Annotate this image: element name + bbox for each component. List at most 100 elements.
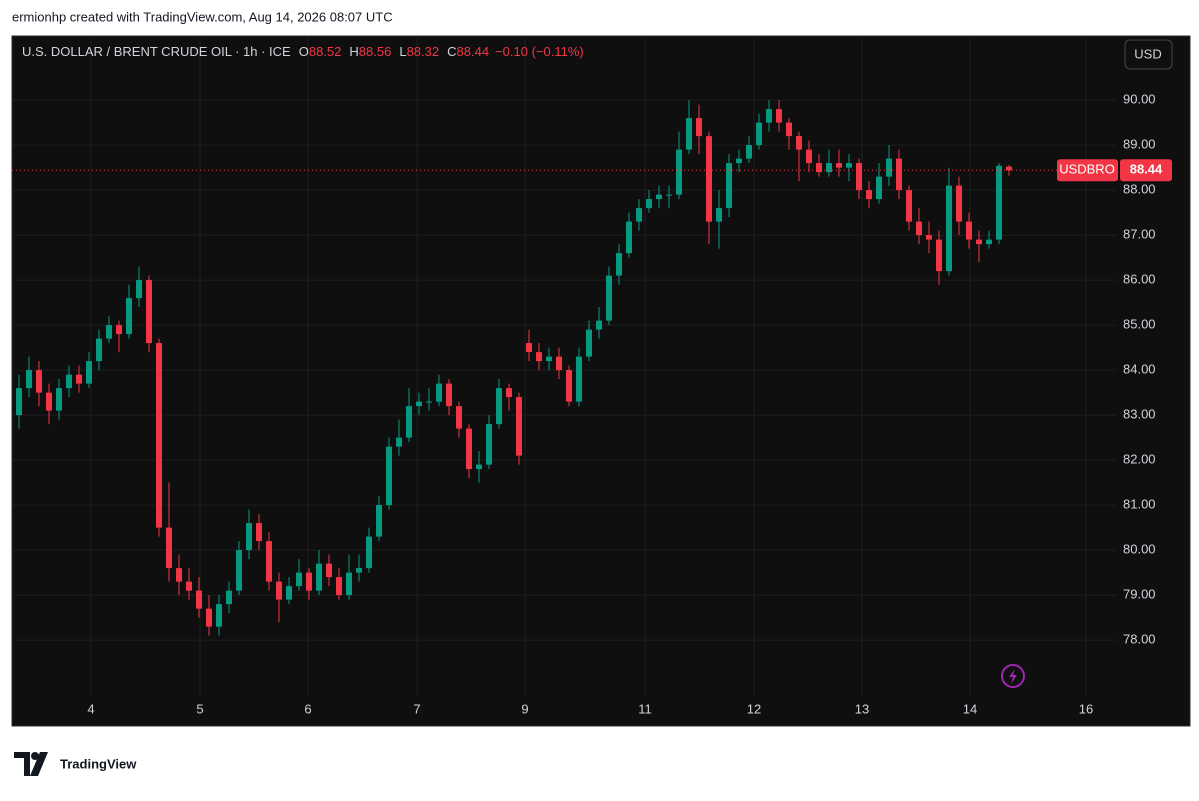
- candle-body: [196, 590, 202, 609]
- candle-body: [116, 325, 122, 335]
- candle-body: [206, 608, 212, 627]
- y-tick-label: 89.00: [1123, 137, 1156, 152]
- candle-body: [216, 604, 222, 627]
- candle-body: [906, 190, 912, 222]
- candle-body: [406, 406, 412, 438]
- y-tick-label: 85.00: [1123, 317, 1156, 332]
- candle-body: [26, 370, 32, 389]
- candle-body: [296, 572, 302, 587]
- candle-body: [456, 406, 462, 429]
- candle-body: [376, 505, 382, 537]
- candle-body: [46, 392, 52, 411]
- candle-body: [416, 401, 422, 407]
- currency-button[interactable]: [1124, 39, 1173, 70]
- candle-body: [766, 109, 772, 123]
- candle-body: [86, 361, 92, 384]
- ohlc-value: 88.52: [309, 44, 342, 59]
- ohlc-value: 88.32: [407, 44, 440, 59]
- candle-body: [556, 356, 562, 371]
- x-tick-label: 6: [304, 701, 311, 716]
- price-label: 88.44: [1130, 162, 1163, 177]
- brand: TradingView: [60, 756, 137, 771]
- candle-body: [716, 208, 722, 222]
- candle-body: [566, 370, 572, 402]
- candle-body: [366, 536, 372, 569]
- x-tick-label: 4: [87, 701, 94, 716]
- candle-body: [976, 239, 982, 245]
- candle-body: [816, 163, 822, 173]
- candle-body: [496, 388, 502, 425]
- candle-body: [616, 253, 622, 276]
- currency[interactable]: USD: [1134, 46, 1161, 61]
- ohlc-label: L: [399, 44, 406, 59]
- candle-body: [776, 109, 782, 123]
- candle-body: [186, 581, 192, 591]
- candle-body: [316, 563, 322, 591]
- candle-body: [926, 235, 932, 240]
- chart-panel: [11, 35, 1191, 727]
- candle-body: [656, 194, 662, 200]
- y-tick-label: 78.00: [1123, 632, 1156, 647]
- candle-body: [76, 374, 82, 384]
- candle-body: [236, 550, 242, 591]
- candle-body: [666, 194, 672, 196]
- candle-body: [886, 158, 892, 177]
- creator-line: ermionhp created with TradingView.com, A…: [12, 9, 393, 24]
- candle-body: [396, 437, 402, 447]
- candle-body: [696, 118, 702, 137]
- candle-body: [246, 523, 252, 551]
- candle-body: [636, 208, 642, 222]
- candle-body: [846, 163, 852, 168]
- y-tick-label: 80.00: [1123, 542, 1156, 557]
- candle-body: [326, 563, 332, 578]
- candle-body: [66, 374, 72, 389]
- candle-body: [466, 428, 472, 470]
- alert-icon[interactable]: [1001, 664, 1025, 688]
- x-tick-label: 13: [855, 701, 869, 716]
- x-tick-label: 7: [413, 701, 420, 716]
- y-tick-label: 82.00: [1123, 452, 1156, 467]
- candle-body: [626, 221, 632, 254]
- y-tick-label: 90.00: [1123, 92, 1156, 107]
- candle-body: [966, 221, 972, 240]
- y-tick-label: 79.00: [1123, 587, 1156, 602]
- x-tick-label: 16: [1079, 701, 1093, 716]
- candle-body: [386, 446, 392, 506]
- candle-body: [546, 356, 552, 362]
- candle-body: [436, 383, 442, 402]
- price-change: −0.10 (−0.11%): [495, 44, 584, 59]
- price-label-bg: [1120, 159, 1172, 182]
- brand-logo: [14, 752, 48, 776]
- candle-body: [166, 527, 172, 569]
- y-tick-label: 88.00: [1123, 182, 1156, 197]
- y-tick-label: 86.00: [1123, 272, 1156, 287]
- candle-body: [646, 199, 652, 209]
- candle-body: [686, 118, 692, 150]
- candle-body: [576, 356, 582, 402]
- candle-body: [156, 343, 162, 528]
- candle-body: [826, 163, 832, 173]
- x-tick-label: 11: [638, 701, 652, 716]
- candle-body: [286, 586, 292, 600]
- candle-body: [56, 388, 62, 411]
- candle-body: [796, 136, 802, 150]
- candle-body: [446, 383, 452, 407]
- candle-body: [876, 176, 882, 200]
- candle-body: [126, 298, 132, 335]
- candle-body: [486, 424, 492, 465]
- y-tick-label: 81.00: [1123, 497, 1156, 512]
- candle-body: [136, 280, 142, 299]
- x-tick-label: 12: [747, 701, 761, 716]
- candle-body: [956, 185, 962, 222]
- candle-body: [476, 464, 482, 470]
- candle-body: [786, 122, 792, 137]
- candle-body: [896, 158, 902, 191]
- candle-body: [276, 581, 282, 600]
- candle-body: [526, 343, 532, 353]
- chart-header: U.S. DOLLAR / BRENT CRUDE OIL · 1h · ICE…: [22, 44, 584, 59]
- candle-body: [836, 163, 842, 168]
- candle-body: [516, 397, 522, 456]
- candle-body: [266, 541, 272, 582]
- ohlc-label: C: [447, 44, 456, 59]
